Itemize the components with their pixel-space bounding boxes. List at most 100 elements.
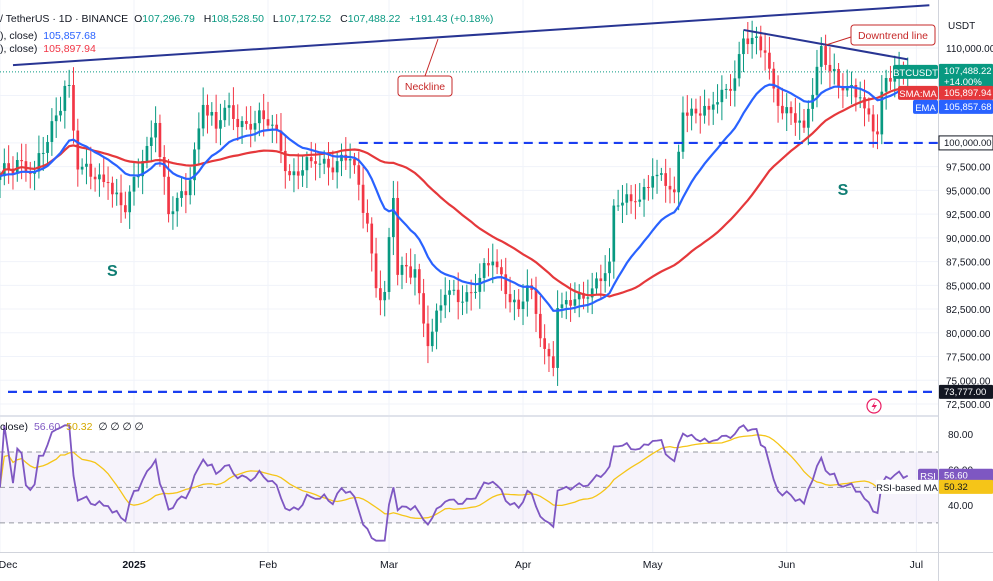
candle-body-2025-03-27 — [500, 267, 503, 275]
candle-body-2025-01-11 — [175, 197, 179, 212]
candle-body-2025-01-04 — [145, 145, 149, 161]
last-price-tag-bg — [893, 64, 938, 79]
candle-body-2025-03-31 — [517, 299, 521, 310]
candle-body-2025-03-24 — [487, 263, 490, 266]
candle-body-2025-05-21 — [737, 54, 741, 79]
ma-legend[interactable]: ), close) 105,897.94 — [0, 43, 99, 55]
candle-body-2025-05-31 — [781, 105, 784, 114]
candle-body-2025-04-23 — [616, 205, 620, 207]
candle-body-2025-02-28 — [383, 291, 387, 301]
candle-body-2025-01-13 — [184, 191, 188, 196]
candle-body-2025-04-27 — [634, 201, 637, 203]
rsi-ma-line — [0, 434, 908, 520]
candle-body-2025-06-25 — [889, 77, 892, 82]
candle-body-2025-03-05 — [404, 264, 408, 267]
candle-body-2024-12-19 — [76, 130, 80, 170]
candle-body-2025-03-25 — [491, 261, 495, 266]
candle-body-2025-04-04 — [534, 289, 538, 314]
candle-body-2025-04-22 — [612, 205, 616, 262]
level-100k-badge-bg — [939, 135, 993, 150]
candle-body-2025-01-26 — [240, 121, 244, 128]
candle-body-2025-01-12 — [180, 191, 183, 198]
candle-body-2025-02-02 — [270, 124, 274, 126]
candle-body-2025-01-29 — [253, 123, 257, 130]
candle-body-2025-02-08 — [296, 171, 300, 176]
candle-body-2025-04-24 — [621, 202, 624, 206]
price-tick-label-13: 72,500.00 — [946, 400, 991, 411]
candle-body-2025-05-10 — [690, 108, 693, 116]
candle-body-2025-01-07 — [158, 122, 162, 157]
candle-body-2024-12-14 — [54, 115, 58, 122]
time-tick-label-6: Jun — [778, 559, 795, 571]
candle-body-2024-12-15 — [59, 110, 62, 116]
price-change: +191.43 (+0.18%) — [409, 13, 494, 25]
ema-legend-value: 105,857.68 — [43, 30, 96, 42]
time-axis[interactable]: Dec 2025 Feb Mar Apr May Jun Jul — [0, 559, 923, 571]
candle-body-2025-02-09 — [301, 170, 304, 176]
candle-body-2025-01-28 — [249, 123, 253, 130]
candle-body-2025-03-28 — [504, 274, 508, 295]
symbol-name: / TetherUS · 1D · BINANCE — [0, 13, 129, 25]
candle-body-2025-05-29 — [772, 68, 776, 89]
candle-body-2025-05-16 — [716, 102, 719, 105]
lightning-icon[interactable] — [866, 398, 882, 414]
candle-body-2025-02-18 — [340, 154, 343, 162]
candle-body-2025-01-22 — [223, 107, 227, 121]
candle-body-2025-05-30 — [776, 88, 780, 106]
candle-body-2025-03-11 — [430, 331, 434, 347]
annotations: S S Neckline Downtrend line — [107, 24, 936, 414]
candle-body-2024-12-29 — [119, 192, 123, 206]
ma-badge-bg — [939, 85, 993, 100]
candle-body-2025-02-04 — [279, 130, 283, 151]
candle-body-2025-06-11 — [828, 64, 832, 72]
candle-body-2025-04-14 — [577, 293, 581, 300]
rsi-ma-badge-bg — [939, 479, 993, 494]
rsi-tick-label-0: 80.00 — [948, 430, 973, 441]
candle-body-2025-05-19 — [729, 88, 732, 91]
candle-body-2025-05-17 — [720, 89, 724, 103]
candle-body-2025-03-06 — [409, 266, 412, 278]
ema-badge-bg — [939, 99, 993, 114]
rsi-badge-text-0: 56.60 — [944, 471, 968, 482]
time-tick-label-7: Jul — [910, 559, 923, 571]
ohlc-high: H108,528.50 — [204, 13, 267, 25]
candle-body-2025-06-08 — [815, 66, 819, 95]
candle-body-2025-05-07 — [677, 151, 680, 193]
candle-body-2025-01-25 — [236, 118, 240, 128]
price-tick-label-0: 110,000.00 — [946, 44, 993, 55]
candle-body-2025-01-31 — [262, 110, 266, 120]
candle-body-2025-06-06 — [806, 108, 810, 128]
candle-body-2025-02-21 — [353, 159, 356, 166]
candle-body-2024-12-24 — [98, 174, 101, 180]
candle-body-2025-03-14 — [443, 294, 447, 306]
candle-body-2025-05-26 — [759, 36, 763, 51]
candle-body-2025-03-12 — [435, 310, 438, 332]
candle-body-2025-01-08 — [162, 156, 166, 177]
candle-body-2025-04-09 — [556, 308, 559, 368]
neckline-callout: Neckline — [397, 38, 453, 97]
candle-body-2024-12-30 — [124, 205, 127, 213]
candle-body-2025-01-19 — [210, 112, 214, 116]
last-price-tag-text: BTCUSDT — [893, 68, 938, 79]
candle-body-2024-12-27 — [111, 182, 114, 195]
candle-body-2025-01-05 — [149, 137, 153, 146]
price-tick-label-5: 92,500.00 — [946, 210, 991, 221]
rsi-legend[interactable]: close) 56.60 50.32 ∅ ∅ ∅ ∅ — [0, 421, 147, 433]
neckline-label-box — [397, 75, 453, 97]
price-tick-label-12: 75,000.00 — [946, 376, 991, 387]
candle-body-2024-12-18 — [72, 85, 75, 131]
candle-body-2025-06-18 — [858, 97, 862, 99]
candle-body-2025-06-23 — [880, 91, 884, 135]
candle-body-2024-12-13 — [50, 121, 54, 142]
candle-body-2025-01-30 — [258, 110, 261, 124]
candle-body-2025-06-24 — [884, 77, 888, 92]
ohlc-open: O107,296.79 — [134, 13, 198, 25]
candle-body-2025-04-07 — [547, 348, 551, 357]
ohlc-high-value: 108,528.50 — [211, 13, 264, 25]
candle-body-2024-12-31 — [128, 191, 132, 213]
candle-body-2024-12-07 — [24, 161, 28, 172]
candle-body-2025-05-13 — [703, 105, 706, 116]
ema-legend[interactable]: ), close) 105,857.68 — [0, 30, 99, 42]
ma-tag-text: SMA:MA — [899, 89, 937, 100]
